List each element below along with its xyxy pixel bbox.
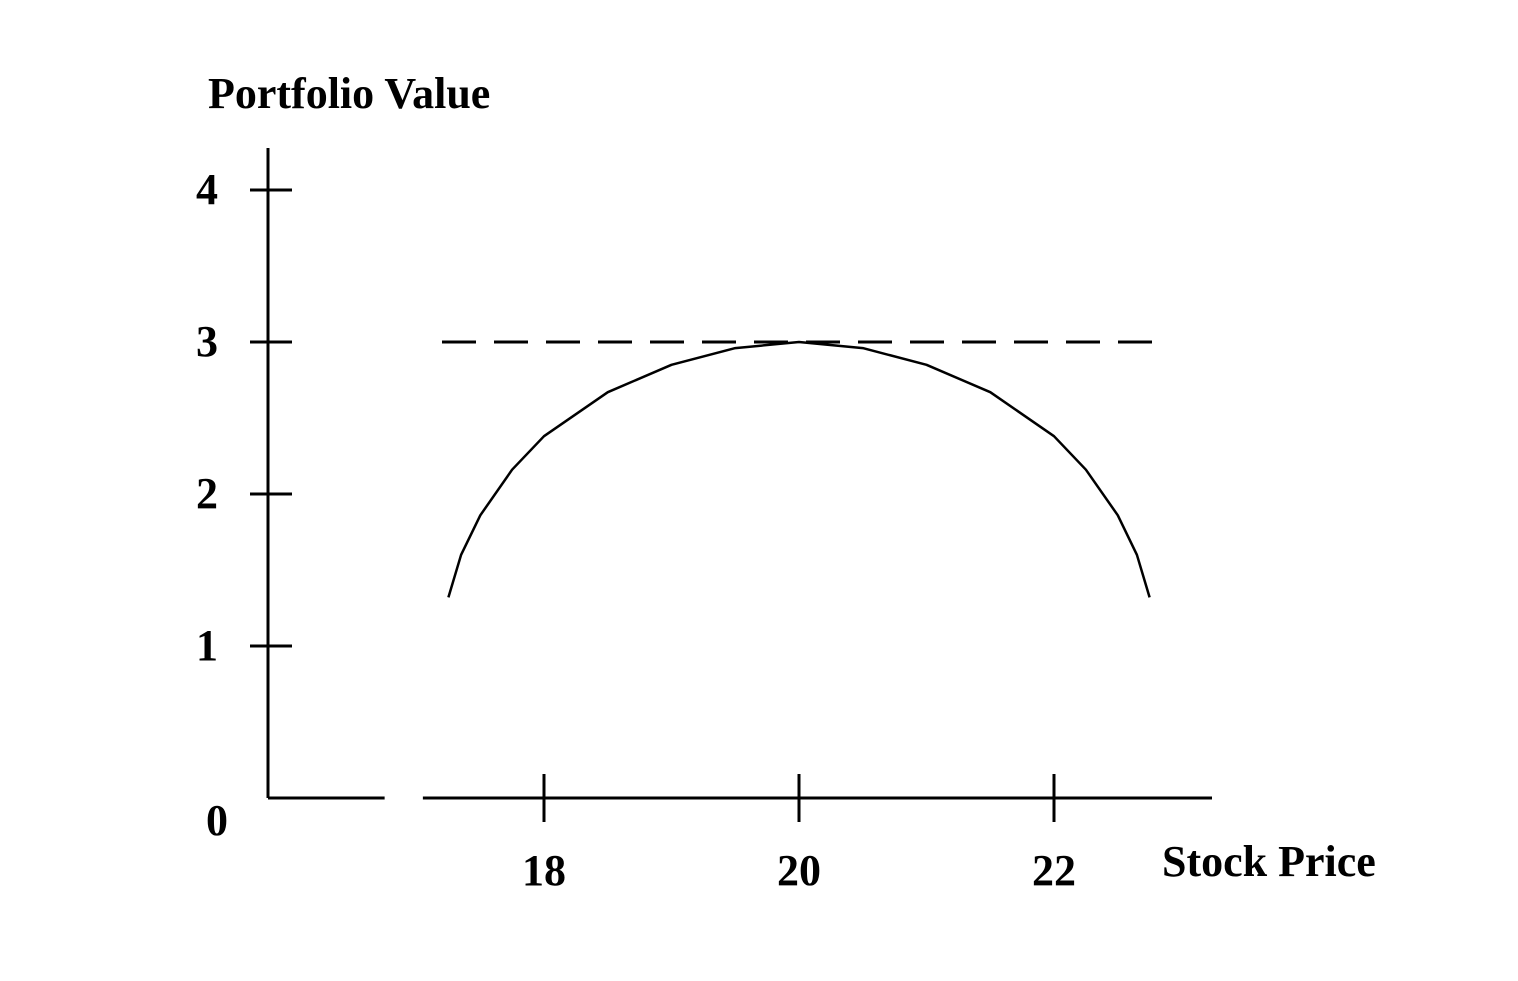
origin-label: 0 (206, 796, 228, 845)
y-tick-label: 4 (196, 165, 218, 214)
x-tick-label: 18 (522, 846, 566, 895)
x-axis-label: Stock Price (1162, 837, 1376, 886)
y-tick-label: 2 (196, 469, 218, 518)
axes: 1 2 3 4 18 20 22 (196, 148, 1212, 895)
y-tick-label: 3 (196, 317, 218, 366)
curve-line (447, 340, 1151, 598)
labels: Portfolio Value Stock Price 0 (206, 69, 1376, 886)
series-layer (442, 340, 1156, 598)
y-tick-label: 1 (196, 621, 218, 670)
x-tick-label: 22 (1032, 846, 1076, 895)
y-axis-label: Portfolio Value (208, 69, 490, 118)
x-tick-label: 20 (777, 846, 821, 895)
